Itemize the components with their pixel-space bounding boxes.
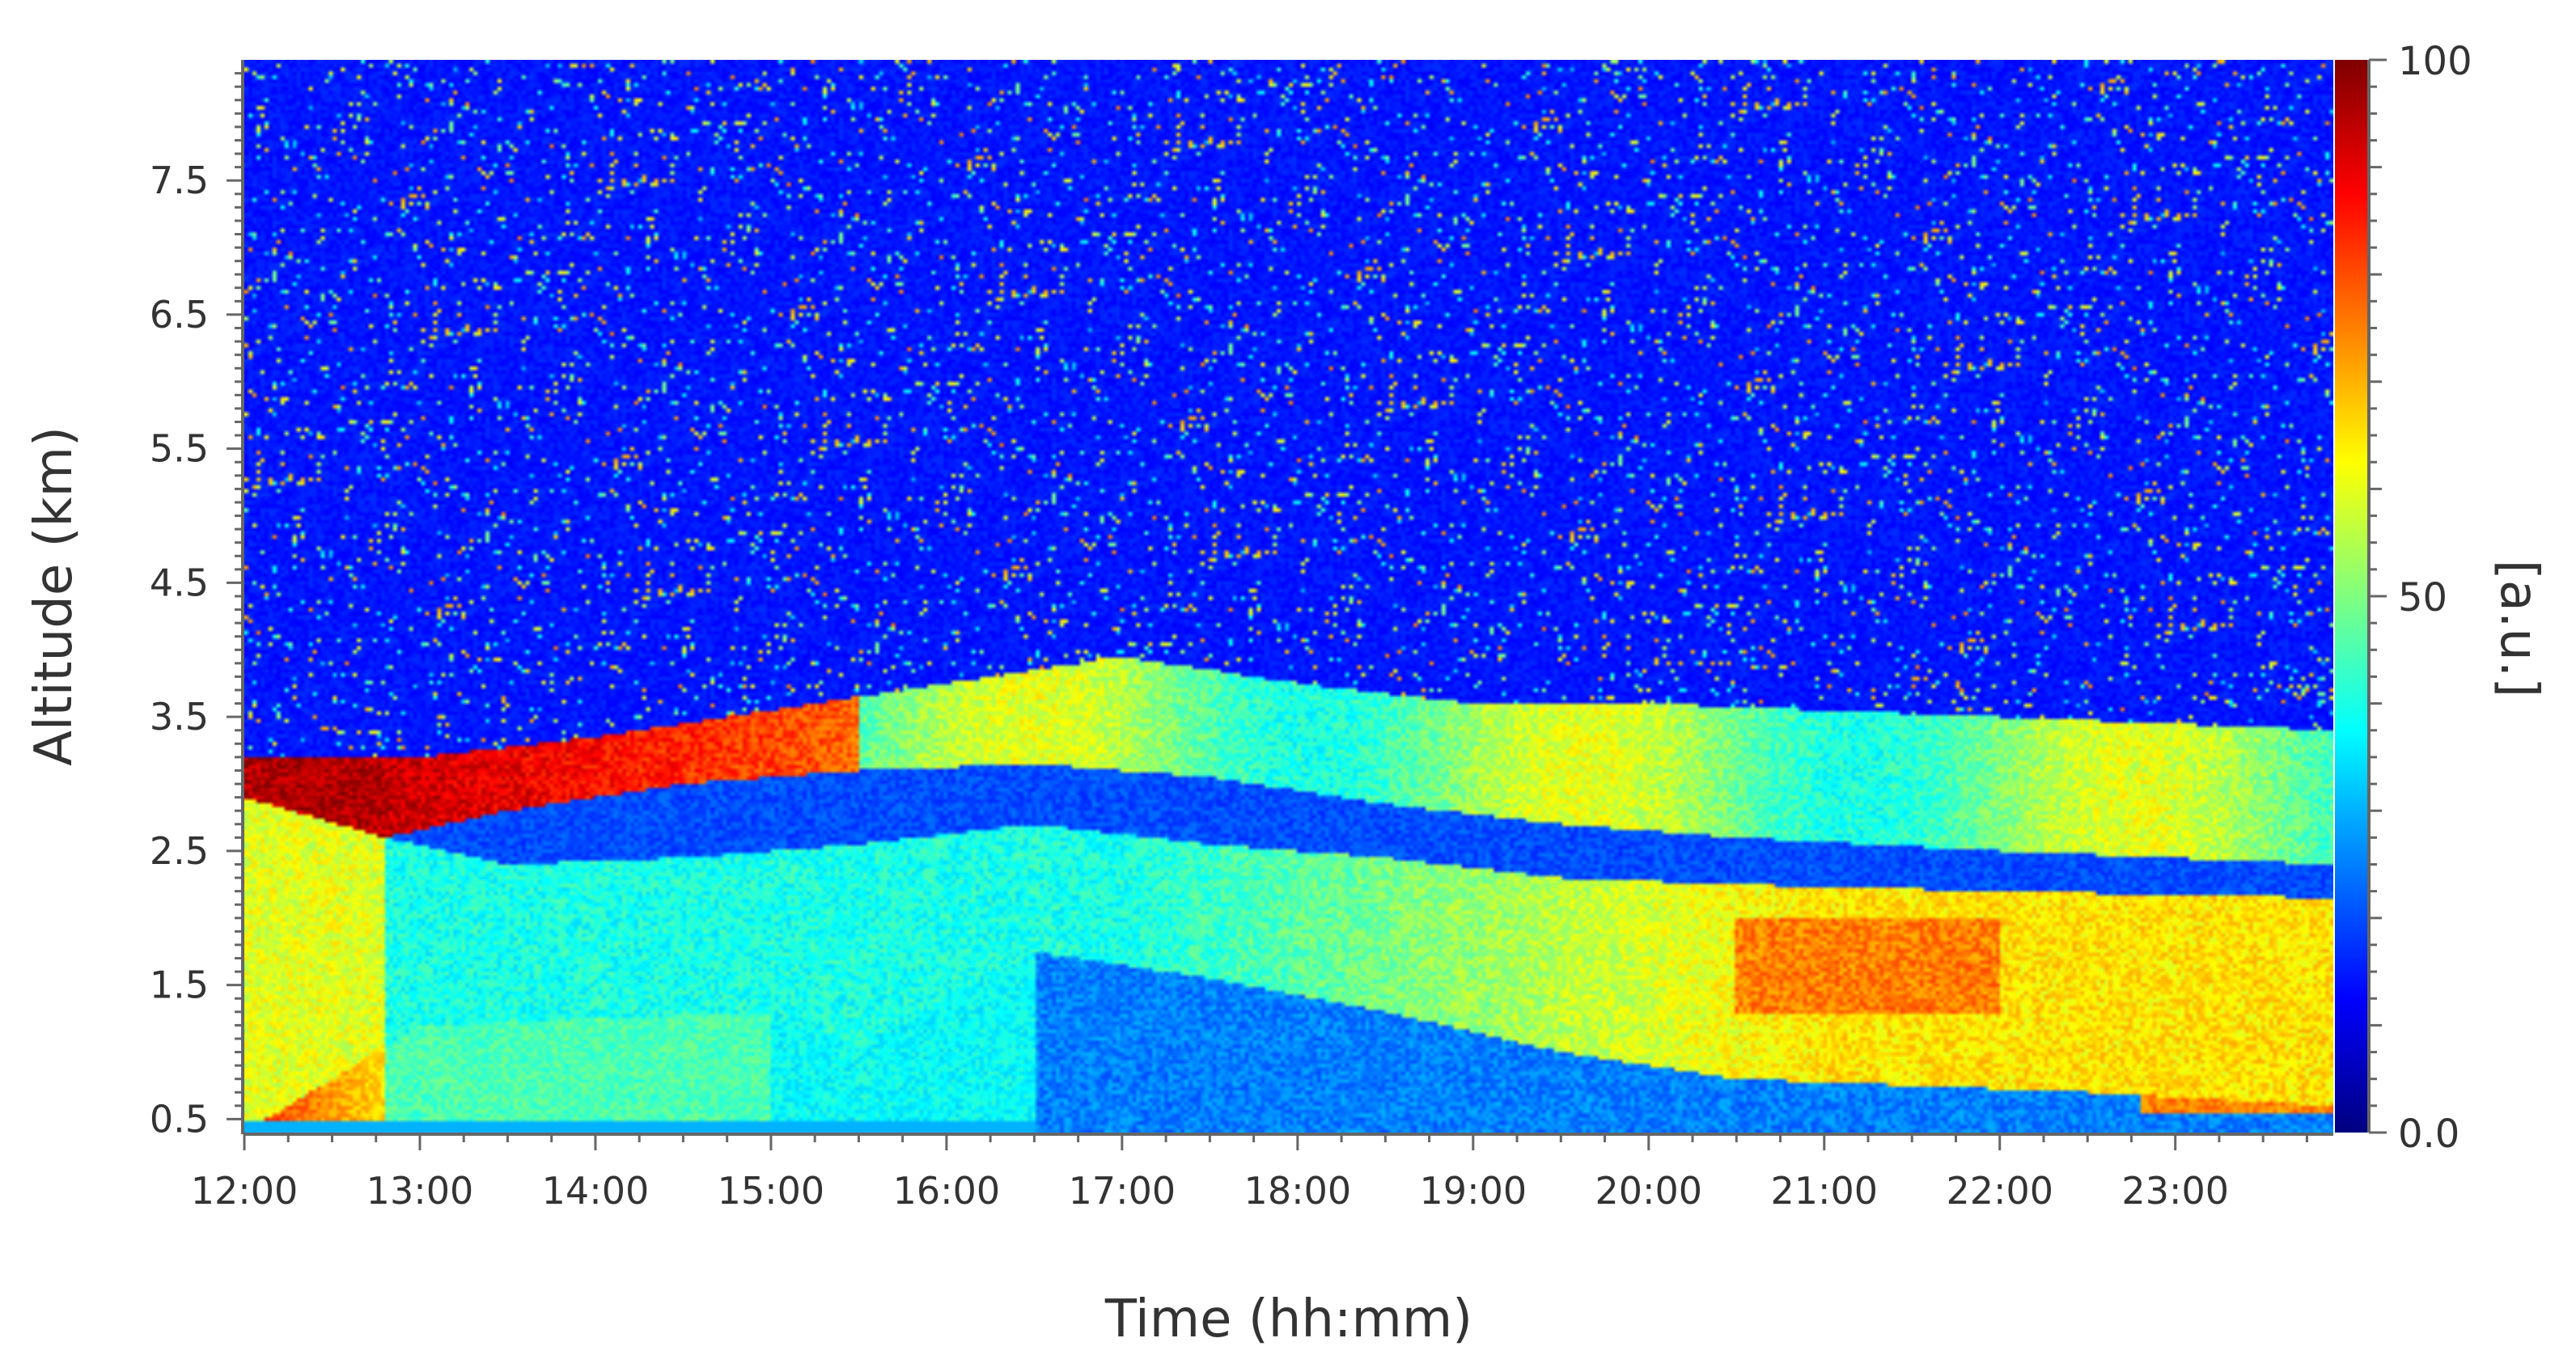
heatmap-image	[244, 60, 2333, 1133]
colorbar-tick-label: 50	[2398, 575, 2447, 620]
x-tick-label: 23:00	[2121, 1169, 2229, 1213]
x-tick-label: 13:00	[366, 1169, 474, 1213]
x-tick-label: 21:00	[1770, 1169, 1878, 1213]
y-tick-label: 4.5	[150, 561, 209, 604]
y-tick-label: 5.5	[150, 427, 209, 471]
x-tick-label: 17:00	[1069, 1169, 1176, 1213]
x-tick-label: 14:00	[542, 1169, 650, 1213]
x-tick-label: 22:00	[1946, 1169, 2053, 1213]
y-axis: 0.5 1.5 2.5 3.5 4.5 5.5 6.5 7.5	[150, 60, 244, 1141]
x-axis-title: Time (hh:mm)	[1104, 1289, 1472, 1349]
x-tick-label: 19:00	[1420, 1169, 1527, 1213]
colorbar-gradient	[2335, 60, 2369, 1133]
x-tick-label: 15:00	[718, 1169, 825, 1213]
y-tick-label: 1.5	[150, 963, 209, 1007]
colorbar-tick-label: 100	[2398, 39, 2472, 84]
y-tick-label: 3.5	[150, 695, 209, 739]
x-tick-label: 18:00	[1244, 1169, 1352, 1213]
colorbar: 0.0 50 100	[2335, 39, 2472, 1157]
colorbar-title: [a.u.]	[2489, 560, 2548, 697]
y-tick-label: 7.5	[150, 159, 209, 202]
colorbar-tick-label: 0.0	[2398, 1112, 2459, 1157]
x-tick-label: 20:00	[1595, 1169, 1703, 1213]
x-tick-label: 12:00	[191, 1169, 299, 1213]
y-tick-label: 0.5	[150, 1097, 209, 1141]
x-tick-label: 16:00	[893, 1169, 1001, 1213]
y-tick-label: 6.5	[150, 293, 209, 337]
y-tick-label: 2.5	[150, 829, 209, 873]
heatmap-plot-area	[244, 60, 2333, 1133]
x-axis: 12:00 13:00 14:00 15:00 16:00 17:00 18:00 19:00…	[191, 1133, 2333, 1213]
y-axis-title: Altitude (km)	[24, 426, 84, 766]
